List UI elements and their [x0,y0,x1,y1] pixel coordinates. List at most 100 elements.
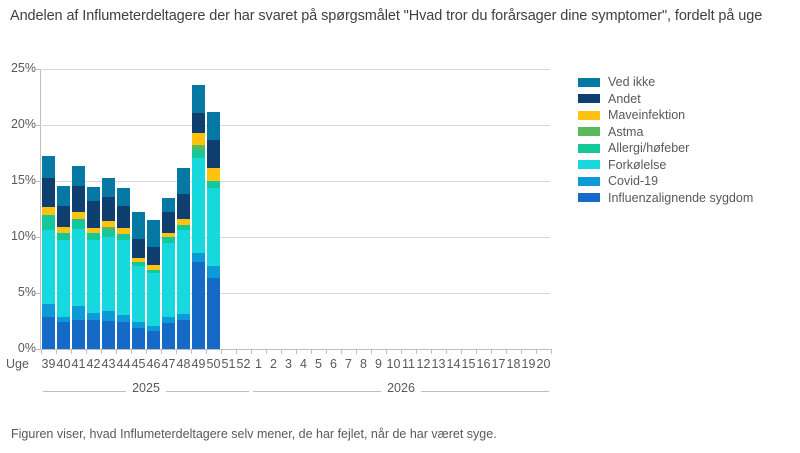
bar-segment[interactable] [42,214,55,231]
bar-segment[interactable] [192,145,205,150]
bar-segment[interactable] [207,266,220,279]
bar-segment[interactable] [57,240,70,317]
bar-segment[interactable] [72,229,85,307]
bar-segment[interactable] [162,232,175,238]
bar-segment[interactable] [132,327,145,349]
bar-segment[interactable] [117,187,130,206]
bar-segment[interactable] [132,266,145,323]
bar-segment[interactable] [192,112,205,133]
bar-segment[interactable] [162,197,175,213]
bar-segment[interactable] [117,315,130,323]
bar-segment[interactable] [207,111,220,140]
bar-segment[interactable] [102,310,115,321]
bar-column[interactable] [162,197,175,349]
bar-column[interactable] [147,220,160,349]
bar-segment[interactable] [162,323,175,349]
legend-item[interactable]: Andet [578,91,793,108]
bar-segment[interactable] [117,205,130,229]
bar-segment[interactable] [147,331,160,349]
bar-segment[interactable] [177,230,190,315]
bar-segment[interactable] [42,206,55,215]
bar-column[interactable] [57,185,70,349]
bar-segment[interactable] [87,232,100,241]
legend-item[interactable]: Astma [578,124,793,141]
bar-segment[interactable] [132,261,145,267]
bar-segment[interactable] [147,220,160,248]
bar-column[interactable] [117,187,130,349]
bar-segment[interactable] [132,239,145,259]
bar-column[interactable] [42,156,55,349]
bar-segment[interactable] [177,219,190,225]
bar-segment[interactable] [177,319,190,349]
legend-item[interactable]: Covid-19 [578,173,793,190]
bar-segment[interactable] [132,212,145,240]
bar-segment[interactable] [102,321,115,349]
bar-segment[interactable] [87,240,100,314]
bar-segment[interactable] [192,252,205,262]
bar-segment[interactable] [87,228,100,233]
bar-segment[interactable] [147,272,160,326]
bar-segment[interactable] [72,306,85,320]
legend-item[interactable]: Influenzalignende sygdom [578,190,793,207]
bar-segment[interactable] [72,166,85,186]
bar-column[interactable] [192,84,205,349]
bar-column[interactable] [102,177,115,349]
bar-segment[interactable] [207,167,220,182]
bar-segment[interactable] [57,322,70,349]
bar-segment[interactable] [177,314,190,320]
bar-segment[interactable] [192,132,205,146]
bar-segment[interactable] [162,212,175,233]
bar-column[interactable] [72,166,85,349]
bar-segment[interactable] [57,205,70,227]
bar-segment[interactable] [207,187,220,267]
bar-segment[interactable] [102,226,115,231]
bar-segment[interactable] [42,177,55,207]
bar-segment[interactable] [207,181,220,188]
bar-segment[interactable] [102,177,115,197]
bar-segment[interactable] [57,185,70,206]
bar-segment[interactable] [42,156,55,178]
bar-segment[interactable] [102,237,115,311]
legend-item[interactable]: Maveinfektion [578,107,793,124]
bar-segment[interactable] [102,196,115,222]
bar-segment[interactable] [117,233,130,241]
legend-item[interactable]: Forkølelse [578,157,793,174]
bar-segment[interactable] [192,261,205,349]
bar-segment[interactable] [117,322,130,349]
bar-segment[interactable] [132,258,145,262]
bar-segment[interactable] [192,84,205,113]
bar-column[interactable] [177,167,190,349]
bar-column[interactable] [132,212,145,349]
bar-segment[interactable] [117,240,130,316]
bar-segment[interactable] [162,242,175,317]
bar-segment[interactable] [117,228,130,234]
bar-segment[interactable] [162,237,175,243]
bar-segment[interactable] [102,221,115,227]
bar-segment[interactable] [177,224,190,231]
bar-segment[interactable] [87,313,100,320]
bar-segment[interactable] [207,139,220,168]
bar-segment[interactable] [72,185,85,213]
bar-segment[interactable] [87,319,100,349]
bar-segment[interactable] [132,322,145,328]
bar-segment[interactable] [147,325,160,332]
legend-item[interactable]: Allergi/høfeber [578,140,793,157]
bar-segment[interactable] [177,167,190,195]
bar-column[interactable] [87,186,100,349]
legend-item[interactable]: Ved ikke [578,74,793,91]
bar-segment[interactable] [87,201,100,229]
bar-segment[interactable] [147,247,160,266]
bar-segment[interactable] [162,316,175,324]
bar-segment[interactable] [87,186,100,202]
bar-segment[interactable] [57,226,70,233]
bar-column[interactable] [207,111,220,349]
bar-segment[interactable] [207,278,220,349]
bar-segment[interactable] [192,149,205,158]
bar-segment[interactable] [42,316,55,349]
bar-segment[interactable] [42,304,55,317]
bar-segment[interactable] [102,230,115,238]
bar-segment[interactable] [72,319,85,349]
bar-segment[interactable] [147,265,160,270]
bar-segment[interactable] [72,212,85,220]
bar-segment[interactable] [57,232,70,241]
